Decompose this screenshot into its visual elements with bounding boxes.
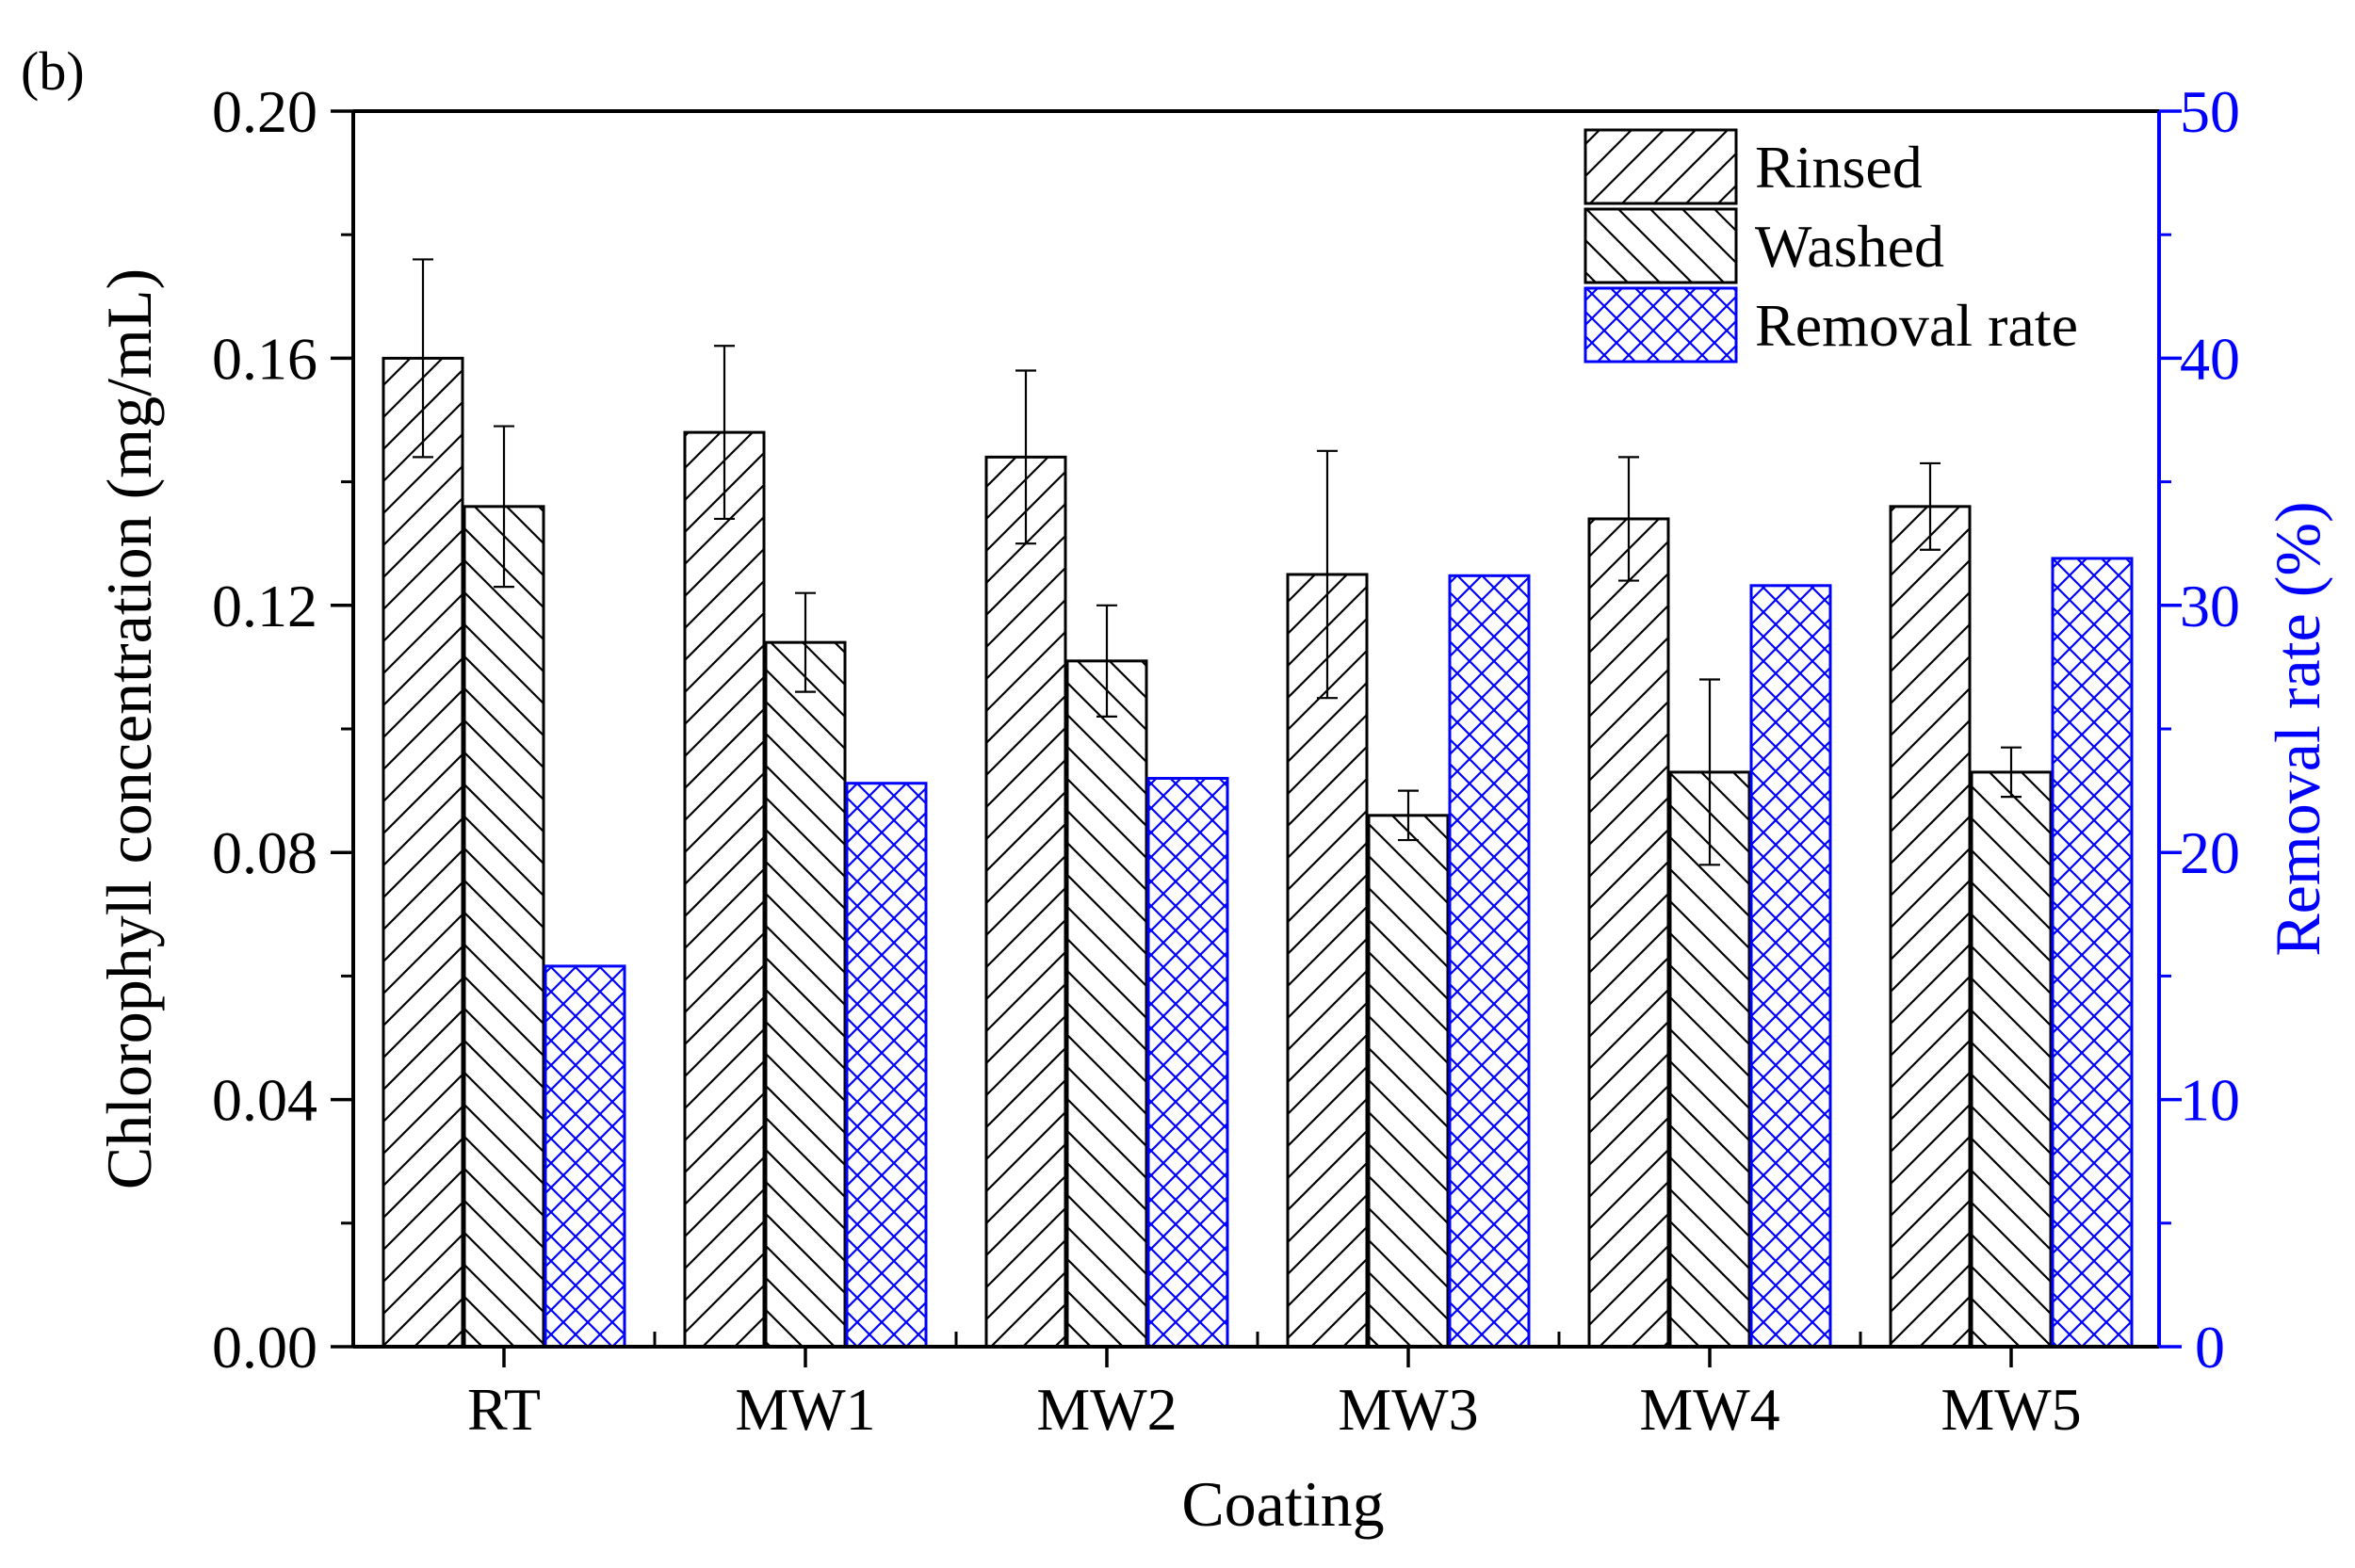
bar-washed-mw2 [1065,659,1148,1349]
bar-removal-rate-mw4 [1749,584,1832,1349]
legend-label-rinsed: Rinsed [1755,134,1923,201]
error-bar-washed-mw5 [2001,746,2022,799]
bar-rinsed-mw5 [1889,505,1972,1349]
bar-removal-rate-mw2 [1146,776,1229,1349]
error-bar-rinsed-mw2 [1015,369,1036,545]
bar-removal-rate-rt [544,964,626,1349]
legend-swatch-removal-rate [1584,286,1738,364]
error-bar-rinsed-mw3 [1317,449,1338,700]
y-tick-label: 0.04 [212,1067,317,1134]
error-bar-washed-mw2 [1096,604,1117,718]
y2-tick-label: 30 [2180,573,2240,639]
error-bar-rinsed-rt [413,258,433,459]
ticks-layer: 0.00 0.04 0.08 0.12 0.16 0.20 0 10 20 30 40 50 RT MW1… [212,78,2240,1443]
y2-axis-title: Removal rate (%) [2262,501,2333,956]
error-bar-rinsed-mw5 [1920,461,1941,551]
panel-label: (b) [21,40,85,102]
y-tick-label: 0.20 [212,78,317,145]
error-bar-washed-mw3 [1398,789,1419,842]
bar-washed-mw5 [1970,770,2053,1349]
y-tick-label: 0.00 [212,1314,317,1381]
error-bar-rinsed-mw1 [714,345,735,521]
y2-tick-label: 50 [2180,78,2240,145]
error-bars-layer [413,258,2022,866]
y-tick-label: 0.12 [212,573,317,639]
y-axis-title: Chlorophyll concentration (mg/mL) [93,268,165,1189]
bar-washed-mw4 [1668,770,1751,1349]
x-tick-label-mw5: MW5 [1941,1376,2081,1443]
bar-washed-rt [463,505,545,1349]
y2-tick-label: 10 [2180,1067,2240,1134]
legend-label-washed: Washed [1755,213,1944,280]
bar-removal-rate-mw5 [2051,557,2134,1349]
bar-rinsed-mw4 [1587,517,1670,1349]
bar-washed-mw1 [764,640,847,1349]
x-tick-label-mw2: MW2 [1036,1376,1177,1443]
y2-tick-label: 20 [2180,819,2240,886]
legend: Rinsed Washed Removal rate [1584,128,2078,364]
y2-tick-label: 0 [2195,1314,2225,1381]
x-tick-label-mw1: MW1 [735,1376,875,1443]
y2-tick-label: 40 [2180,325,2240,392]
x-axis-title: Coating [1181,1468,1384,1540]
error-bar-rinsed-mw4 [1618,456,1639,582]
error-bar-washed-rt [494,425,514,589]
error-bar-washed-mw4 [1699,678,1720,866]
bars-layer [382,356,2134,1349]
y-tick-label: 0.16 [212,325,317,392]
bar-rinsed-mw3 [1286,573,1369,1349]
legend-swatch-washed [1584,207,1738,284]
bar-washed-mw3 [1367,814,1450,1349]
bar-removal-rate-mw1 [845,782,928,1349]
error-bar-washed-mw1 [795,591,816,693]
y-tick-label: 0.08 [212,819,317,886]
bar-rinsed-mw1 [683,430,766,1349]
legend-label-removal-rate: Removal rate [1755,292,2078,359]
bar-removal-rate-mw3 [1448,574,1531,1349]
bar-rinsed-mw2 [984,455,1067,1349]
bar-rinsed-rt [382,356,464,1349]
x-tick-label-rt: RT [467,1376,541,1443]
legend-swatch-rinsed [1584,128,1738,205]
x-tick-label-mw3: MW3 [1338,1376,1478,1443]
x-tick-label-mw4: MW4 [1639,1376,1779,1443]
